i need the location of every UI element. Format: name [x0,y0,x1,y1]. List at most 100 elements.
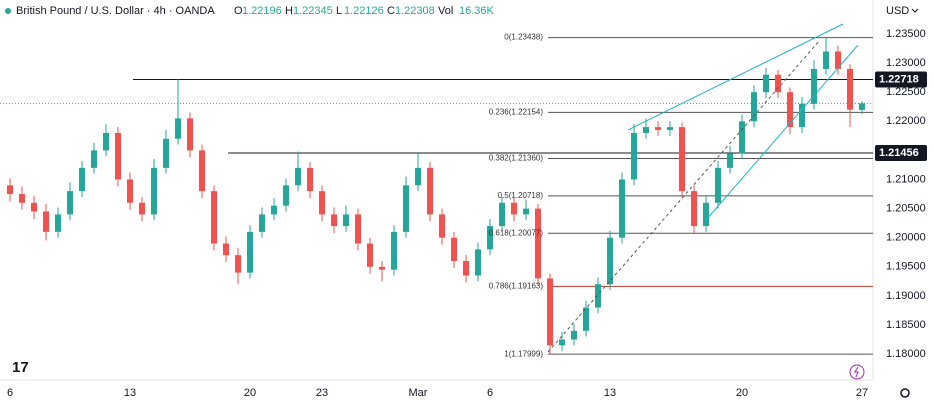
volume-key: Vol [438,5,453,17]
y-tick-label: 1.23000 [886,57,926,69]
x-tick-label: 23 [316,387,328,399]
candle-body [283,185,289,206]
candle-body [559,339,565,346]
x-tick-label: Mar [409,387,428,399]
candle-body [331,214,337,227]
candle-body [19,194,25,203]
candle-body [43,211,49,232]
candle-body [367,243,373,267]
fib-label: 1(1.17999) [504,349,543,358]
ohlc-key: C [387,5,395,17]
candle-body [643,127,649,133]
candle-body [451,237,457,261]
ohlc-key: O [234,5,243,17]
x-tick-label: 20 [736,387,748,399]
fib-label: 0.382(1.21360) [489,154,544,163]
x-tick-label: 13 [124,387,136,399]
candle-body [715,167,721,203]
candle-body [667,127,673,131]
candle-body [355,214,361,244]
y-tick-label: 1.19000 [886,290,926,302]
y-tick-label: 1.20000 [886,232,926,244]
symbol-title[interactable]: British Pound / U.S. Dollar · 4h · OANDA [16,5,215,17]
candle-body [751,92,757,122]
candle-body [7,185,13,195]
candle-body [799,103,805,128]
ohlc-readout: O 1.22196 H 1.22345 L 1.22126 C 1.22308 Vol 16.36… [234,5,495,17]
candle-body [151,167,157,215]
candle-body [535,208,541,279]
price-label-box [875,71,927,88]
fib-label: 0.236(1.22154) [489,107,544,116]
currency-chevron[interactable] [911,8,919,13]
y-tick-label: 1.21000 [886,173,926,185]
candle-body [247,231,253,273]
candle-body [427,167,433,215]
candle-body [835,51,841,69]
candle-body [391,231,397,270]
candle-body [511,202,517,215]
channel-lower [705,44,859,221]
candle-body [727,153,733,168]
candle-body [163,138,169,168]
ohlc-key: H [285,5,293,17]
y-tick-label: 1.19500 [886,261,926,273]
price-label-box [875,144,927,161]
alert-bolt [854,366,859,378]
candle-body [31,202,37,212]
candle-body [139,202,145,215]
currency-label[interactable]: USD [886,5,909,17]
candle-body [475,249,481,276]
candle-body [79,167,85,192]
candle-body [211,191,217,244]
candle-body [403,185,409,232]
alert-icon[interactable] [849,364,865,380]
candle-body [463,260,469,276]
y-tick-label: 1.22000 [886,115,926,127]
candle-body [343,214,349,227]
candle-body [547,278,553,346]
candle-body [595,284,601,308]
candle-body [439,214,445,238]
y-tick-label: 1.18000 [886,348,926,360]
candle-body [679,127,685,192]
candle-body [763,74,769,93]
candle-body [811,68,817,104]
candle-body [619,179,625,238]
channel-upper [627,23,844,131]
fib-label: 0(1.23438) [504,33,543,42]
candle-body [823,51,829,69]
candle-body [487,226,493,250]
x-tick-label: 6 [7,387,13,399]
candle-body [787,92,793,128]
plot-area [0,37,873,355]
ohlc-value: 1.22345 [293,5,333,17]
candle-body [223,243,229,256]
candle-body [259,214,265,232]
candle-body [415,167,421,186]
candle-body [583,307,589,331]
price-label: 1.21456 [879,147,919,159]
candle-body [199,150,205,192]
ohlc-value: 1.22308 [395,5,435,17]
candle-body [55,214,61,232]
candle-body [571,330,577,340]
candle-body [127,179,133,203]
candle-body [703,202,709,227]
candle-body [295,167,301,186]
candle-body [775,74,781,93]
candle-body [91,150,97,168]
settings-icon[interactable] [900,388,910,398]
candle-body [115,132,121,180]
candle-body [631,132,637,180]
x-tick-label: 13 [604,387,616,399]
price-label: 1.22718 [879,73,919,85]
candle-body [739,121,745,154]
y-tick-label: 1.18500 [886,319,926,331]
candle-body [187,118,193,151]
candle-body [307,167,313,192]
candle-body [103,132,109,151]
candle-body [691,191,697,227]
